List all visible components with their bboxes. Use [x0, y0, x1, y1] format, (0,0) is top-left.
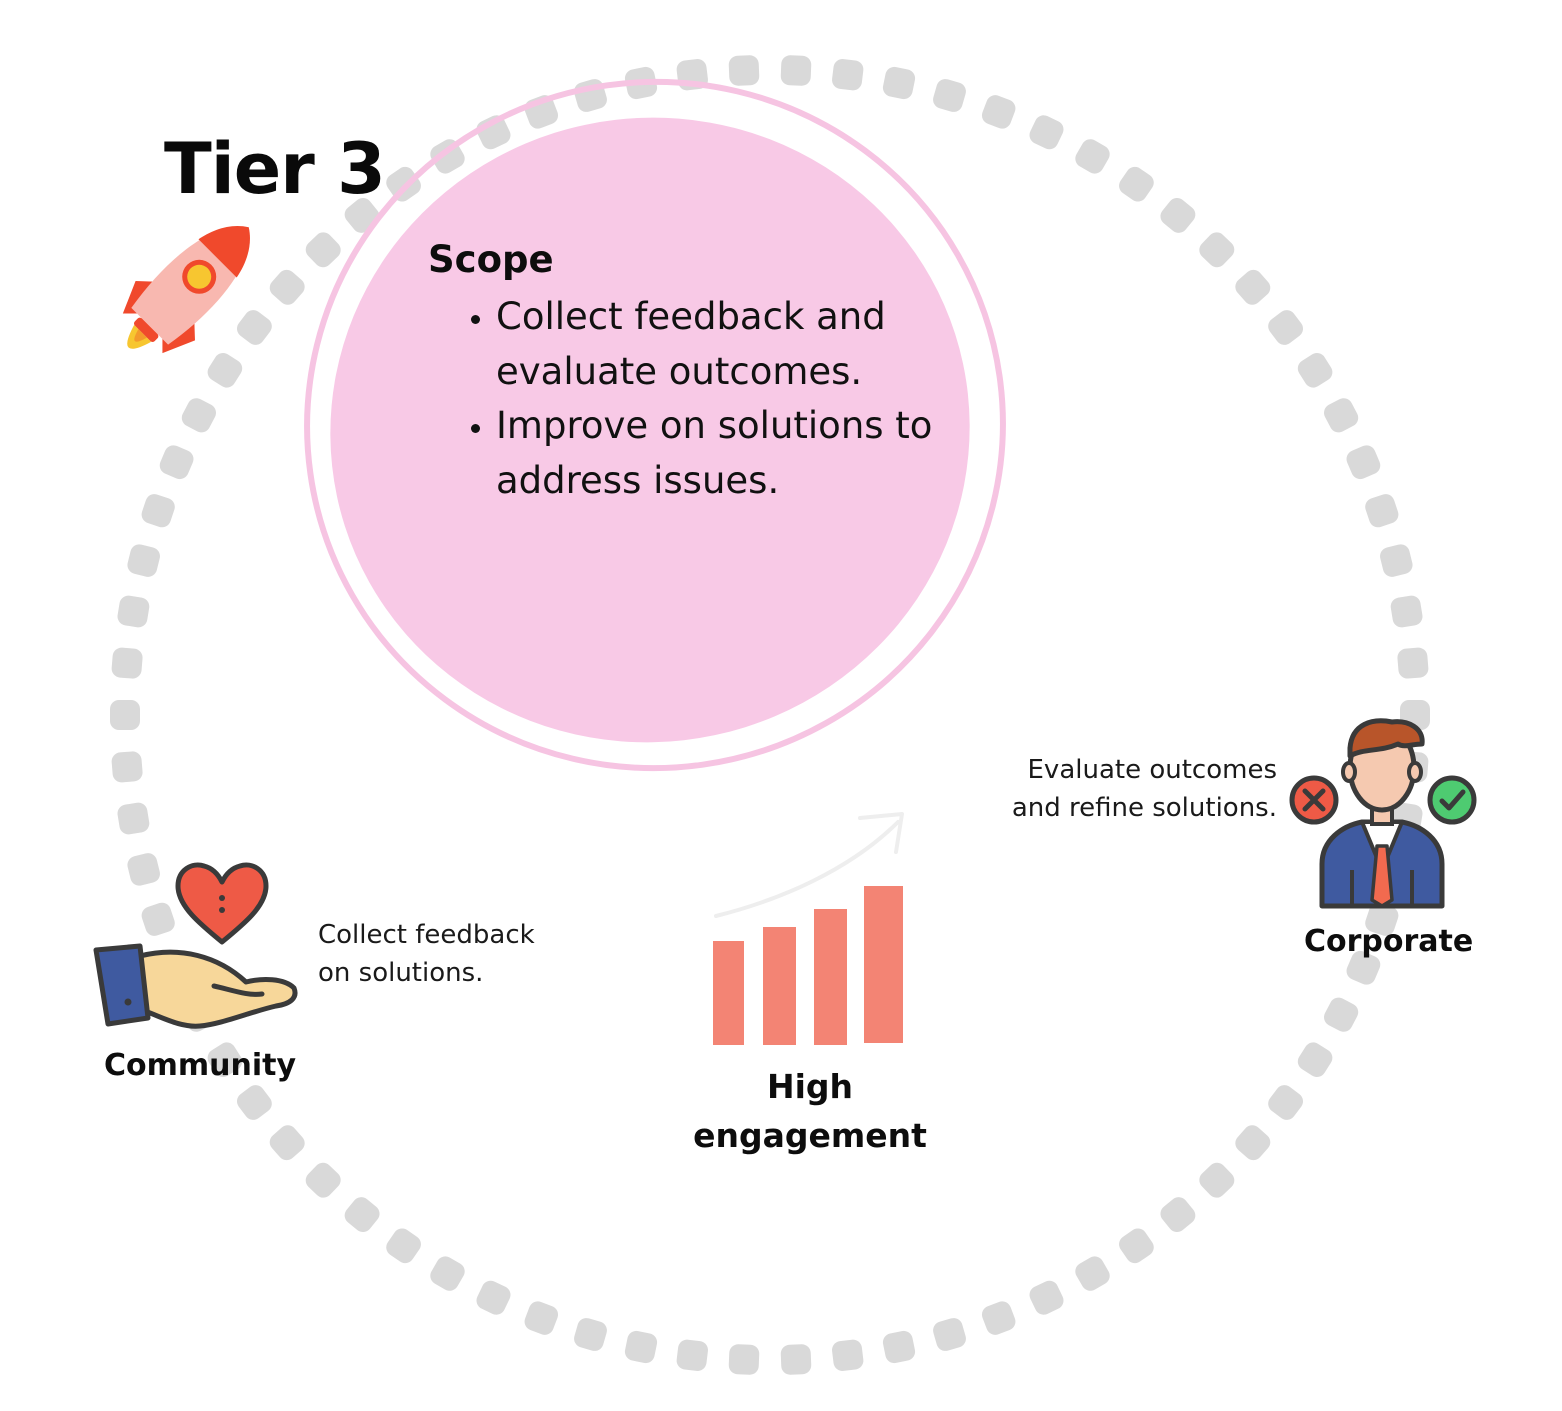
ring-dot — [1119, 1228, 1154, 1264]
ring-dot — [236, 1085, 272, 1120]
ring-dot — [1323, 398, 1359, 433]
ring-dot — [1346, 950, 1381, 985]
ring-dot — [111, 647, 143, 679]
rocket-icon — [122, 226, 250, 354]
ring-dot — [728, 55, 760, 86]
ring-dot — [1365, 902, 1399, 936]
ring-dot — [882, 1330, 916, 1364]
ring-dot — [1297, 353, 1333, 388]
ring-dot — [1390, 595, 1423, 628]
ring-dot — [386, 166, 421, 202]
community-description: Collect feedback on solutions. — [318, 916, 535, 992]
ring-dot — [1380, 544, 1413, 577]
ring-dot — [1268, 310, 1304, 345]
ring-dot — [1268, 1085, 1304, 1120]
scope-item: Improve on solutions to address issues. — [496, 399, 936, 508]
scope-list: Collect feedback and evaluate outcomes. … — [456, 290, 936, 508]
ring-dot — [269, 269, 305, 305]
engagement-label: High engagement — [693, 1067, 927, 1155]
ring-dot — [476, 1280, 511, 1315]
community-description-line: Collect feedback — [318, 920, 535, 950]
chart-bar-1 — [713, 941, 744, 1045]
corporate-label: Corporate — [1304, 924, 1474, 959]
ring-dot — [780, 55, 812, 86]
ring-dot — [305, 1162, 341, 1198]
chart-bar-2 — [763, 927, 796, 1045]
ring-dot — [386, 1228, 421, 1264]
scope-bubble — [304, 78, 1006, 772]
ring-dot — [1160, 1197, 1196, 1233]
ring-dot — [574, 1318, 607, 1351]
ring-dot — [127, 544, 160, 577]
ring-dot — [981, 1301, 1016, 1335]
ring-dot — [1235, 269, 1271, 305]
ring-dot — [1075, 139, 1110, 174]
ring-dot — [1365, 494, 1399, 528]
hand-holding-heart-icon — [93, 862, 298, 1029]
ring-dot — [181, 398, 217, 433]
scope-heading: Scope — [428, 238, 554, 281]
ring-dot — [1160, 197, 1196, 233]
ring-dot — [269, 1125, 305, 1161]
ring-dot — [141, 494, 175, 528]
ring-dot — [832, 1339, 864, 1371]
ring-dot — [1199, 1162, 1235, 1198]
ring-dot — [117, 595, 150, 628]
ring-dot — [524, 1301, 559, 1335]
ring-dot — [1199, 232, 1235, 268]
ring-dot — [207, 1042, 243, 1077]
ring-dot — [1075, 1256, 1110, 1291]
ring-dot — [305, 232, 341, 268]
ring-dot — [933, 79, 966, 112]
ring-dot — [430, 1256, 465, 1291]
businessman-decision-icon — [1289, 718, 1477, 909]
ring-dot — [1119, 166, 1154, 202]
ring-dot — [159, 445, 194, 480]
ring-dot — [1397, 647, 1429, 679]
ring-dot — [882, 66, 916, 100]
ring-dot — [344, 1197, 380, 1233]
ring-dot — [1235, 1125, 1271, 1161]
corporate-description: Evaluate outcomes and refine solutions. — [1011, 755, 1277, 823]
ring-dot — [676, 1339, 708, 1371]
check-badge — [1427, 775, 1477, 825]
ring-dot — [110, 700, 140, 730]
ring-dot — [1029, 1280, 1064, 1315]
community-label: Community — [104, 1048, 297, 1083]
ring-dot — [141, 902, 175, 936]
ring-dot — [832, 59, 864, 91]
scope-item: Collect feedback and evaluate outcomes. — [496, 290, 936, 399]
rising-bar-chart-icon — [713, 812, 904, 1045]
page-title: Tier 3 — [164, 128, 386, 210]
ring-dot — [780, 1344, 812, 1375]
ring-dot — [1029, 115, 1064, 150]
ring-dot — [1297, 1042, 1333, 1077]
ring-dot — [728, 1344, 760, 1375]
dotted-cycle-ring — [110, 55, 1430, 1375]
ring-dot — [933, 1318, 966, 1351]
ring-dot — [117, 802, 150, 835]
community-description-line: on solutions. — [318, 958, 484, 988]
ring-dot — [207, 353, 243, 388]
chart-bar-3 — [814, 909, 847, 1045]
ring-dot — [624, 1330, 658, 1364]
ring-dot — [236, 310, 272, 345]
ring-dot — [981, 95, 1016, 129]
ring-dot — [574, 79, 607, 112]
chart-bar-4 — [864, 886, 903, 1043]
ring-dot — [1346, 445, 1381, 480]
ring-dot — [111, 751, 143, 783]
ring-dot — [1323, 997, 1359, 1032]
ring-dot — [127, 853, 160, 886]
